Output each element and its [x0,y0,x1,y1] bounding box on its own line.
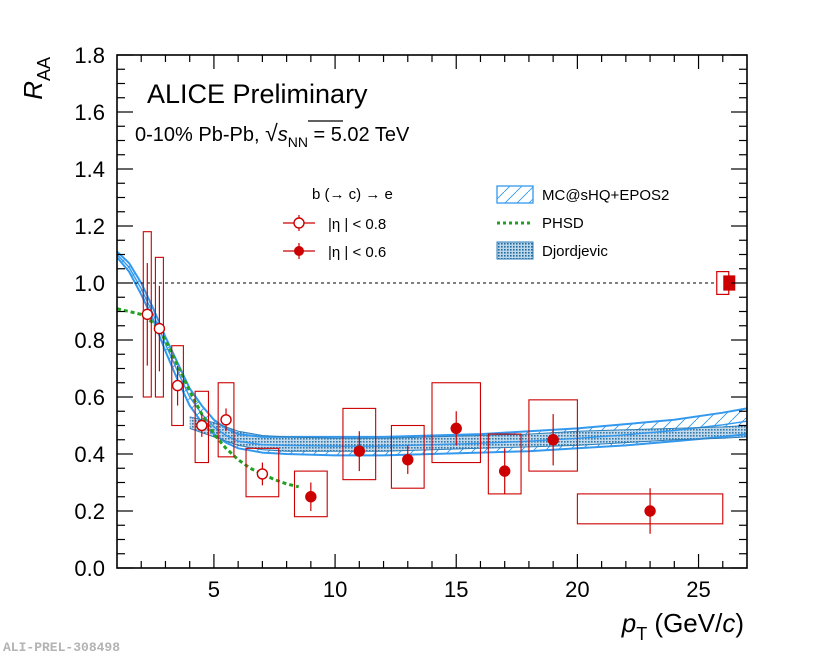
y-axis-title: RAA [18,57,54,100]
data-point-open [153,322,166,335]
y-tick-label: 1.2 [74,214,105,239]
x-tick-label: 15 [444,577,468,602]
x-axis-units-post: ) [735,608,744,638]
x-tick-label: 25 [686,577,710,602]
data-point-filled [450,422,462,435]
sys-box-filled [528,399,578,472]
system-prefix: 0-10% Pb-Pb, [135,124,265,146]
data-point-open [141,308,153,321]
y-tick-label: 0.2 [74,499,105,524]
legend-filled-label: |η | < 0.6 [328,244,386,261]
x-tick-label: 20 [565,577,589,602]
s-label: s [278,124,288,146]
y-tick-label: 1.8 [74,43,105,68]
legend-djordjevic-label: Djordjevic [542,243,608,260]
y-tick-label: 0.6 [74,385,105,410]
axis-ticks: 5 10 15 20 25 0.0 0.2 0.4 0.6 0.8 1.0 1.2 1.4 1.6 1.8 [74,43,747,602]
x-tick-label: 5 [208,577,220,602]
chart-title: ALICE Preliminary [147,79,368,109]
data-point-filled [644,505,656,517]
sys-box-open [171,345,184,427]
y-axis-title-main: R [18,81,48,100]
y-tick-label: 1.0 [74,271,105,296]
legend: b (→ c) → e |η | < 0.8 |η | < 0.6 MC@sHQ… [283,185,669,261]
legend-phsd-label: PHSD [542,215,584,232]
y-tick-label: 1.4 [74,157,105,182]
x-axis-units-pre: (GeV/ [647,608,723,638]
collision-system-label: 0-10% Pb-Pb, √sNN = 5.02 TeV [135,120,410,150]
x-axis-title: pT (GeV/c) [621,608,744,644]
djordjevic-band [189,416,747,452]
legend-open-label: |η | < 0.8 [328,216,386,233]
watermark-label: ALI-PREL-308498 [3,640,121,655]
x-axis-title-sub: T [636,624,647,644]
x-axis-title-main: p [621,608,636,638]
data-point-open [220,414,232,426]
legend-open-marker [293,217,305,229]
data-point-filled [402,454,414,466]
sys-box-open [194,390,210,464]
data-point-open [256,468,269,480]
legend-djordjevic-swatch [496,241,534,260]
data-point-filled [547,434,559,446]
data-point-open [171,379,184,392]
sys-box-filled [342,407,377,481]
sqrt-symbol: √ [265,120,278,146]
legend-header: b (→ c) → e [312,186,393,203]
legend-mc-label: MC@sHQ+EPOS2 [542,187,669,204]
mc-shq-lower-line [117,256,747,457]
data-point-filled [498,465,511,477]
sys-box-filled [390,424,425,489]
y-tick-label: 0.0 [74,556,105,581]
y-tick-label: 1.6 [74,100,105,125]
data-point-filled [305,491,317,503]
nn-subscript: NN [288,134,308,150]
sys-box-open [217,382,235,458]
sys-box-filled [293,470,328,518]
y-tick-label: 0.8 [74,328,105,353]
legend-mc-swatch [496,185,534,204]
data-point-open [196,419,208,432]
x-axis-units-var: c [722,608,735,638]
mc-shq-central-line [117,254,747,447]
data-points [141,231,736,534]
legend-filled-marker [294,246,304,256]
sys-box-open [245,447,280,498]
phsd-curve [117,307,300,489]
sys-box-filled [431,382,482,464]
energy-suffix: = 5.02 TeV [308,124,410,146]
data-point-filled [353,445,366,457]
x-tick-label: 10 [323,577,347,602]
y-axis-title-sub: AA [34,57,54,81]
y-tick-label: 0.4 [74,442,105,467]
